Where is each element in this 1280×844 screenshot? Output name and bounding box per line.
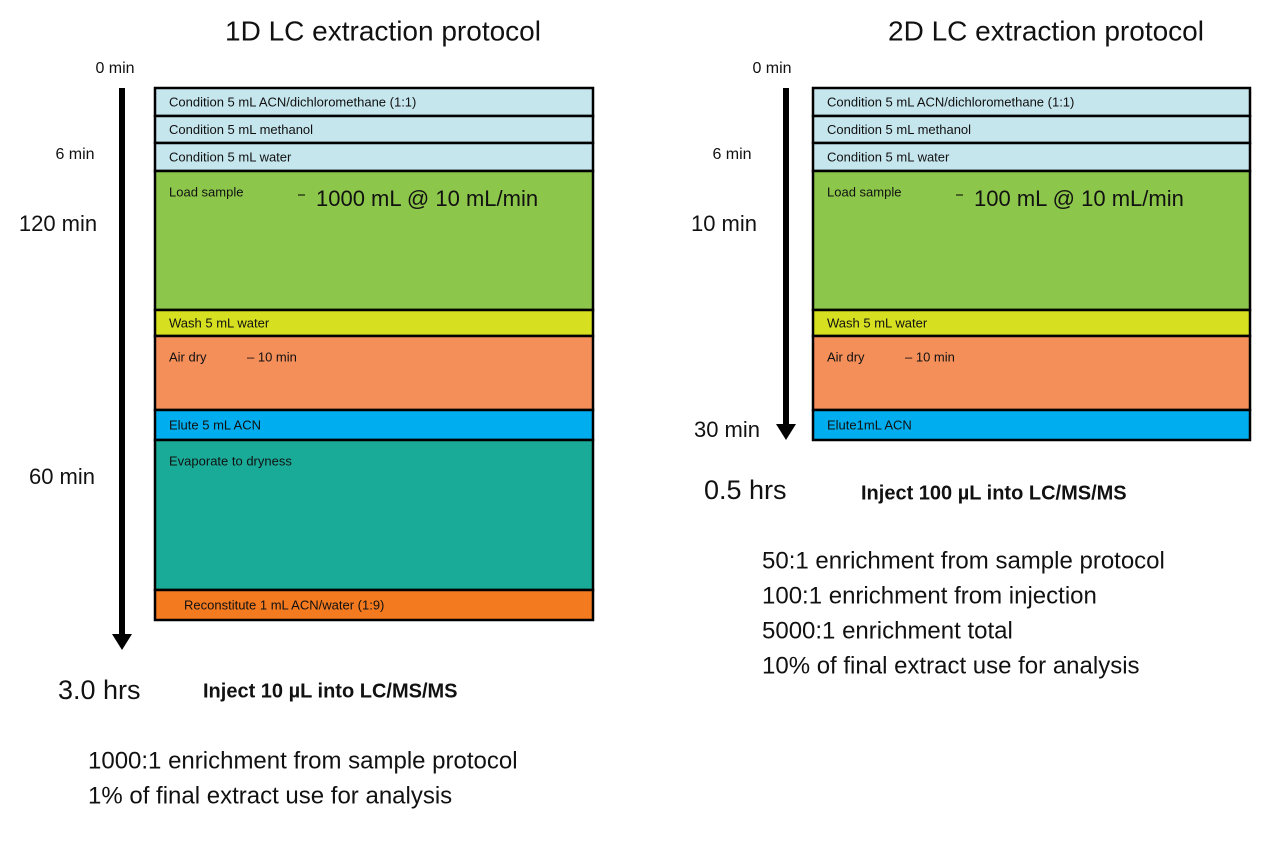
panel-title: 2D LC extraction protocol [888,15,1204,46]
step-detail: – 10 min [905,349,955,364]
summary-note: 1000:1 enrichment from sample protocol [88,747,518,774]
inject-note: Inject 10 µL into LC/MS/MS [203,680,458,702]
total-time: 0.5 hrs [704,475,787,505]
time-label: 10 min [691,211,757,236]
step-label: Wash 5 mL water [827,315,928,330]
step-box [811,114,1252,145]
load-detail: 100 mL @ 10 mL/min [974,186,1184,211]
step-label: Condition 5 mL water [169,149,292,164]
step-label: Elute 5 mL ACN [169,417,261,432]
step-box [153,334,595,412]
time-label: 0 min [752,60,791,77]
summary-note: 50:1 enrichment from sample protocol [762,547,1165,574]
step-label: Condition 5 mL ACN/dichloromethane (1:1) [169,94,416,109]
inject-note: Inject 100 µL into LC/MS/MS [861,482,1127,504]
step-box [811,334,1252,412]
step-box [153,308,595,338]
step-label: Elute1mL ACN [827,417,912,432]
step-box [811,408,1252,442]
step-label: Air dry [169,349,207,364]
time-arrow-head [112,634,132,650]
step-box [153,438,595,592]
step-label: Evaporate to dryness [169,453,292,468]
step-box [811,169,1252,312]
time-label: 120 min [19,211,97,236]
step-box [811,86,1252,118]
step-label: Condition 5 mL ACN/dichloromethane (1:1) [827,94,1074,109]
summary-note: 10% of final extract use for analysis [762,652,1140,679]
summary-note: 5000:1 enrichment total [762,617,1013,644]
time-label: 60 min [29,464,95,489]
total-time: 3.0 hrs [58,675,141,705]
step-label: Air dry [827,349,865,364]
step-label: Condition 5 mL methanol [827,122,971,137]
step-label: Condition 5 mL methanol [169,122,313,137]
step-label: Wash 5 mL water [169,315,270,330]
panel-title: 1D LC extraction protocol [225,15,541,46]
step-box [153,169,595,312]
summary-note: 100:1 enrichment from injection [762,582,1097,609]
time-label: 6 min [55,146,94,163]
step-detail: – 10 min [247,349,297,364]
summary-note: 1% of final extract use for analysis [88,782,452,809]
step-label: Reconstitute 1 mL ACN/water (1:9) [184,597,384,612]
step-box [153,588,595,622]
step-label: Load sample [827,184,901,199]
load-detail: 1000 mL @ 10 mL/min [316,186,538,211]
step-box [153,408,595,442]
time-label: 0 min [95,60,134,77]
step-label: Condition 5 mL water [827,149,950,164]
time-label: 30 min [694,417,760,442]
step-box [153,114,595,145]
time-label: 6 min [712,146,751,163]
step-label: Load sample [169,184,243,199]
time-arrow-head [776,424,796,440]
